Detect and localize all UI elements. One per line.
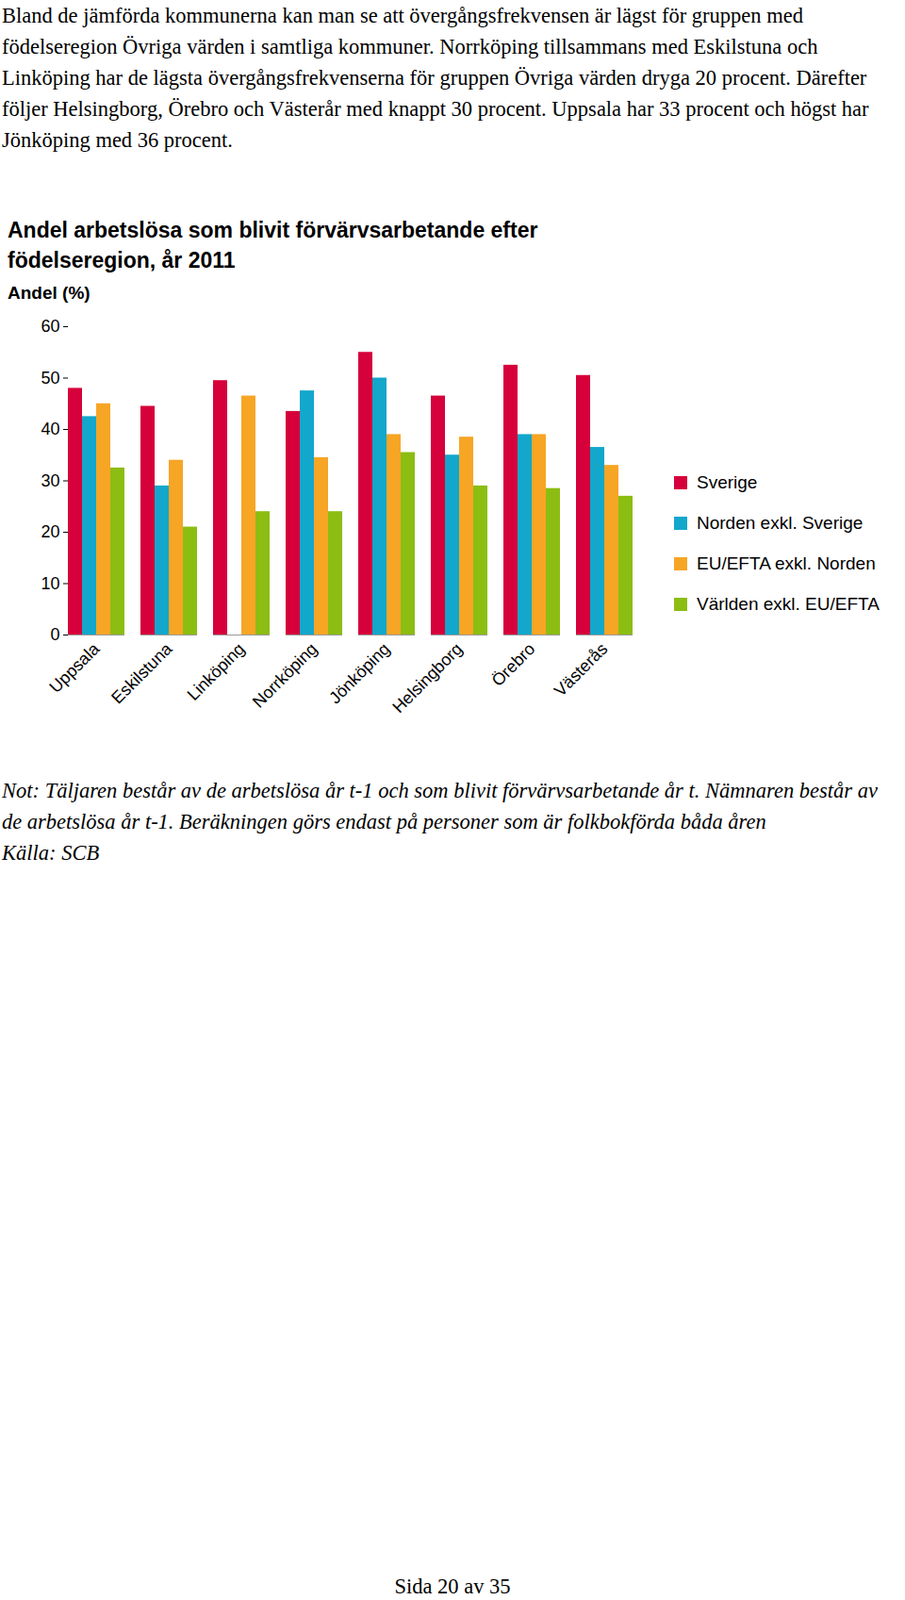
html-text:EU/EFTA exkl. Norden: EU/EFTA exkl. Norden xyxy=(696,552,876,573)
svg-text:Eskilstuna: Eskilstuna xyxy=(107,638,177,708)
svg-text:Jönköping: Jönköping xyxy=(325,639,394,708)
html-text:Not: Täljaren består av de arb: Not: Täljaren består av de arbetslösa år… xyxy=(1,778,878,834)
svg-text:Norrköping: Norrköping xyxy=(248,639,321,711)
html-text:Sida 20 av 35: Sida 20 av 35 xyxy=(394,1574,511,1598)
svg-text:10: 10 xyxy=(40,574,60,593)
html-text:Norden exkl. Sverige: Norden exkl. Sverige xyxy=(696,512,863,533)
html-text:Bland de jämförda kommunerna k: Bland de jämförda kommunerna kan man se … xyxy=(1,3,869,152)
html-text:Andel (%): Andel (%) xyxy=(7,282,91,303)
svg-text:Helsingborg: Helsingborg xyxy=(388,639,466,717)
svg-text:Örebro: Örebro xyxy=(488,639,540,691)
svg-text:Uppsala: Uppsala xyxy=(46,638,105,697)
svg-text:60: 60 xyxy=(40,316,60,336)
svg-text:Linköping: Linköping xyxy=(183,639,249,705)
html-text:Andel arbetslösa som blivit fö: Andel arbetslösa som blivit förvärvsarbe… xyxy=(7,217,538,273)
svg-text:30: 30 xyxy=(40,471,60,491)
svg-text:50: 50 xyxy=(40,368,60,388)
svg-text:Västerås: Västerås xyxy=(550,639,611,700)
svg-text:0: 0 xyxy=(49,625,60,644)
svg-text:20: 20 xyxy=(40,522,60,542)
svg-text:40: 40 xyxy=(40,419,60,439)
html-text:Källa: SCB: Källa: SCB xyxy=(1,840,100,865)
html-text:Sverige: Sverige xyxy=(696,471,758,492)
html-text:Världen exkl. EU/EFTA: Världen exkl. EU/EFTA xyxy=(696,593,880,614)
